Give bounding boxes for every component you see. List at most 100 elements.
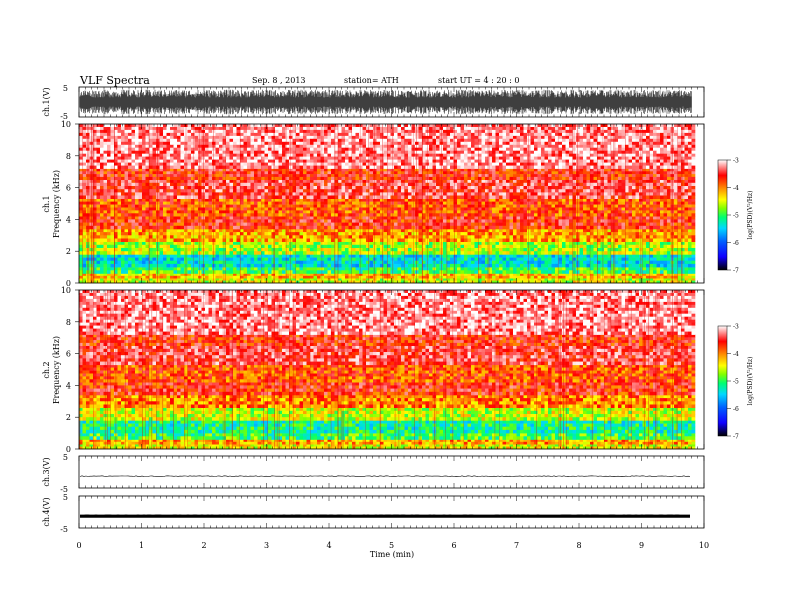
- spectrogram-cell: [380, 278, 384, 281]
- spectrogram-cell: [279, 258, 283, 262]
- spectrogram-cell: [545, 258, 549, 262]
- spectrogram-cell: [237, 258, 241, 262]
- spectrogram-cell: [139, 216, 143, 220]
- spectrogram-cell: [83, 210, 87, 213]
- spectrogram-cell: [282, 258, 286, 262]
- spectrogram-cell: [541, 248, 545, 252]
- spectrogram-cell: [506, 254, 510, 258]
- spectrogram-cell: [167, 205, 171, 208]
- spectrogram-cell: [636, 258, 640, 262]
- spectrogram-cell: [356, 235, 360, 239]
- spectrogram-cell: [366, 261, 370, 265]
- spectrogram-cell: [205, 242, 209, 246]
- spectrogram-cell: [468, 276, 472, 279]
- spectrogram-cell: [121, 216, 125, 220]
- spectrogram-cell: [328, 239, 332, 243]
- spectrogram-cell: [569, 202, 573, 205]
- spectrogram-cell: [167, 235, 171, 239]
- spectrogram-cell: [233, 232, 237, 236]
- spectrogram-cell: [237, 232, 241, 236]
- spectrogram-cell: [100, 276, 104, 279]
- spectrogram-cell: [254, 276, 258, 279]
- spectrogram-cell: [506, 226, 510, 230]
- spectrogram-cell: [517, 276, 521, 279]
- spectrogram-cell: [97, 226, 101, 230]
- spectrogram-cell: [657, 251, 661, 255]
- spectrogram-cell: [506, 278, 510, 281]
- spectrogram-cell: [104, 199, 108, 202]
- spectrogram-cell: [240, 264, 244, 268]
- spectrogram-cell: [436, 251, 440, 255]
- spectrogram-cell: [233, 235, 237, 239]
- spectrogram-cell: [247, 264, 251, 268]
- spectrogram-cell: [492, 276, 496, 279]
- spectrogram-cell: [373, 223, 377, 227]
- spectrogram-cell: [163, 205, 167, 208]
- spectrogram-cell: [412, 261, 416, 265]
- spectrogram-cell: [643, 239, 647, 243]
- spectrogram-cell: [562, 251, 566, 255]
- spectrogram-cell: [569, 232, 573, 236]
- spectrogram-cell: [583, 270, 587, 274]
- spectrogram-cell: [181, 270, 185, 274]
- spectrogram-cell: [622, 210, 626, 213]
- spectrogram-cell: [503, 261, 507, 265]
- spectrogram-cell: [191, 267, 195, 271]
- spectrogram-cell: [188, 223, 192, 227]
- spectrogram-cell: [520, 264, 524, 268]
- spectrogram-cell: [100, 251, 104, 255]
- spectrogram-cell: [618, 276, 622, 279]
- spectrogram-cell: [328, 232, 332, 236]
- spectrogram-cell: [384, 232, 388, 236]
- spectrogram-cell: [685, 242, 689, 246]
- spectrogram-cell: [475, 274, 479, 277]
- spectrogram-cell: [622, 202, 626, 205]
- spectrogram-cell: [230, 270, 234, 274]
- spectrogram-cell: [643, 216, 647, 220]
- spectrogram-cell: [181, 180, 185, 184]
- spectrogram-cell: [380, 235, 384, 239]
- spectrogram-cell: [177, 232, 181, 236]
- spectrogram-cell: [541, 258, 545, 262]
- spectrogram-cell: [482, 239, 486, 243]
- spectrogram-cell: [230, 261, 234, 265]
- spectrogram-cell: [363, 226, 367, 230]
- spectrogram-cell: [611, 199, 615, 202]
- spectrogram-cell: [650, 232, 654, 236]
- spectrogram-cell: [587, 210, 591, 213]
- spectrogram-cell: [629, 276, 633, 279]
- spectrogram-cell: [142, 202, 146, 205]
- spectrogram-cell: [79, 267, 83, 271]
- spectrogram-cell: [520, 216, 524, 220]
- spectrogram-cell: [153, 216, 157, 220]
- spectrogram-cell: [139, 245, 143, 249]
- spectrogram-cell: [594, 267, 598, 271]
- spectrogram-cell: [464, 245, 468, 249]
- spectrogram-cell: [461, 226, 465, 230]
- spectrogram-cell: [366, 235, 370, 239]
- ch1-spectrogram-panel: 0246810 ch.1 Frequency (kHz) -3-4-5-6-7 …: [42, 120, 754, 288]
- spectrogram-cell: [331, 226, 335, 230]
- spectrogram-cell: [139, 223, 143, 227]
- spectrogram-cell: [121, 202, 125, 205]
- spectrogram-cell: [359, 245, 363, 249]
- spectrogram-cell: [268, 251, 272, 255]
- spectrogram-cell: [685, 254, 689, 258]
- spectrogram-cell: [671, 229, 675, 233]
- spectrogram-cell: [251, 213, 255, 216]
- spectrogram-cell: [671, 219, 675, 223]
- spectrogram-cell: [363, 242, 367, 246]
- spectrogram-cell: [531, 208, 535, 211]
- spectrogram-cell: [412, 239, 416, 243]
- spectrogram-cell: [538, 276, 542, 279]
- spectrogram-cell: [464, 270, 468, 274]
- spectrogram-cell: [139, 229, 143, 233]
- spectrogram-cell: [664, 229, 668, 233]
- spectrogram-cell: [247, 229, 251, 233]
- spectrogram-cell: [499, 239, 503, 243]
- spectrogram-cell: [303, 229, 307, 233]
- spectrogram-cell: [590, 208, 594, 211]
- spectrogram-cell: [429, 229, 433, 233]
- spectrogram-cell: [317, 232, 321, 236]
- spectrogram-cell: [482, 270, 486, 274]
